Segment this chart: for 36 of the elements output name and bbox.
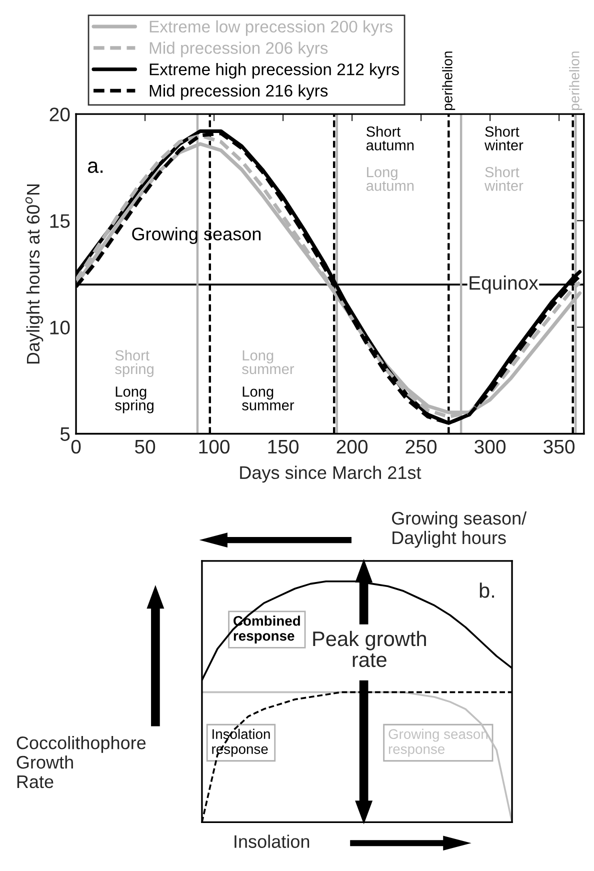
- annotation: Short spring: [115, 350, 154, 378]
- x-tick-label: 350: [544, 440, 575, 454]
- x2-axis-title: Growing season/ Daylight hours: [392, 511, 527, 548]
- annotation: Long summer: [242, 350, 294, 374]
- annotation: Short autumn: [366, 126, 414, 150]
- x-axis-title: Insolation: [234, 834, 310, 848]
- annotation: Long spring: [115, 386, 154, 414]
- annotation: Long autumn: [366, 167, 414, 191]
- legend-label: Extreme low precession 200 kyrs: [150, 20, 392, 36]
- legend-label: Mid precession 216 kyrs: [150, 84, 328, 100]
- y-tick-label: 5: [60, 427, 70, 441]
- y-axis-title: Daylight hours at 60$^{o}$N: [25, 184, 44, 364]
- annotation: Long summer: [242, 386, 294, 410]
- legend-label: Mid precession 206 kyrs: [150, 42, 328, 58]
- ref-line-label: perihelion: [569, 52, 582, 110]
- ref-line-label: Equinox: [470, 276, 538, 294]
- x-tick-label: 150: [268, 440, 299, 454]
- annotation: Short winter: [484, 166, 524, 191]
- annotation: a.: [88, 162, 103, 173]
- annotation: Peak growth rate: [313, 630, 426, 668]
- legend-label: Extreme high precession 212 kyrs: [150, 63, 399, 79]
- x-tick-label: 0: [71, 440, 81, 454]
- y-tick-label: 15: [50, 214, 70, 228]
- x-tick-label: 100: [199, 440, 230, 454]
- x-tick-label: 50: [135, 440, 156, 454]
- annotation: b.: [480, 582, 494, 598]
- x-tick-label: 250: [406, 440, 437, 454]
- annotation: Short winter: [484, 126, 524, 150]
- y-axis-title: Coccolithophore Growth Rate: [16, 736, 146, 788]
- y-tick-label: 20: [50, 108, 70, 122]
- x-tick-label: 300: [474, 440, 506, 454]
- series-label: Growing season response: [388, 728, 488, 757]
- y-tick-label: 10: [50, 320, 70, 334]
- x-tick-label: 200: [336, 440, 368, 454]
- ref-line-label: perihelion: [442, 52, 456, 110]
- x-axis-title: Days since March 21st: [240, 466, 422, 483]
